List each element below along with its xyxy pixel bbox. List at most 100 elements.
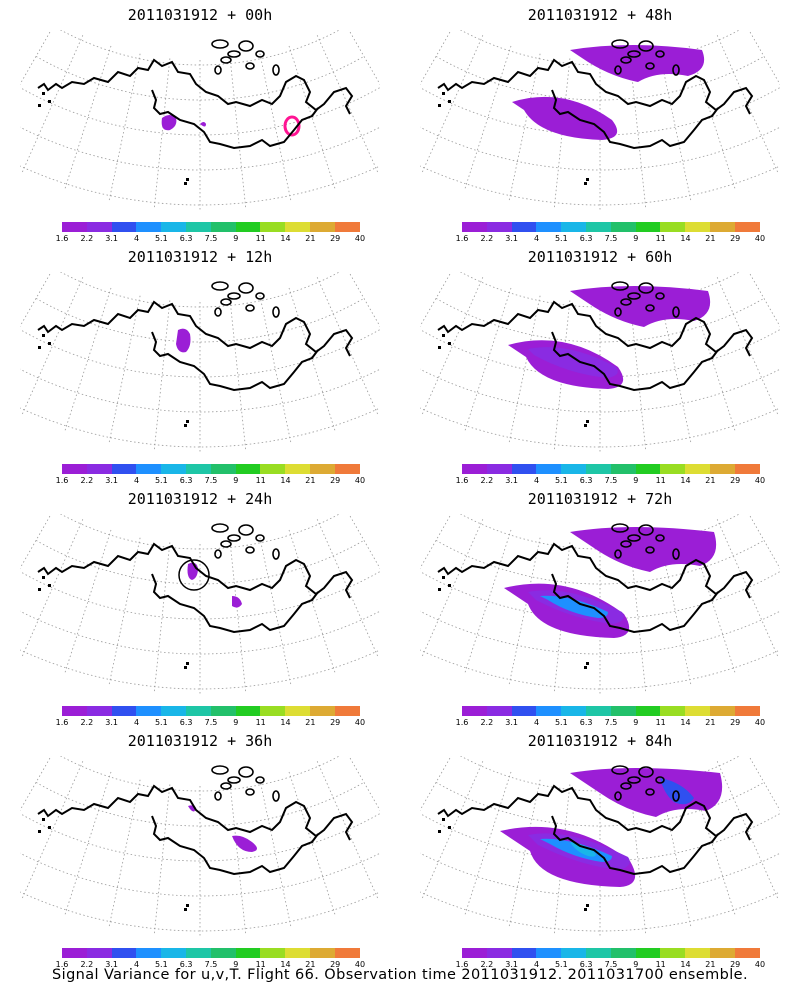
colorbar-swatch: [285, 706, 310, 716]
island: [645, 788, 655, 796]
colorbar-tick-label: 1.6: [455, 960, 469, 969]
small-island: [442, 576, 445, 579]
meridian-line: [316, 519, 379, 657]
meridian-line: [629, 300, 647, 450]
meridian-line: [716, 519, 779, 657]
colorbar-swatch: [260, 464, 286, 474]
colorbar-tick-label: 3.1: [105, 234, 119, 243]
colorbar-swatch: [536, 464, 562, 474]
meridian-line: [743, 505, 800, 605]
small-island: [186, 420, 189, 423]
colorbar: [462, 948, 760, 958]
colorbar-swatch: [511, 706, 537, 716]
colorbar-swatch: [660, 222, 686, 232]
island: [245, 304, 255, 312]
meridian-line: [553, 58, 571, 208]
island: [245, 788, 255, 796]
meridian-line: [21, 519, 84, 657]
colorbar-swatch: [260, 948, 286, 958]
meridian-line: [343, 747, 419, 879]
island: [672, 548, 680, 560]
colorbar-labels: 1.6 2.2 3.1 4 5.1 6.3 7.5 9 11 14 21 29 40: [56, 718, 365, 728]
map-plot: [0, 505, 419, 694]
latitude-line: [0, 873, 417, 932]
island: [645, 62, 655, 70]
variance-area: [161, 115, 177, 131]
colorbar-swatch: [62, 464, 87, 474]
map-plot: [381, 505, 800, 694]
colorbar-labels: 1.6 2.2 3.1 4 5.1 6.3 7.5 9 11 14 21 29 40: [456, 476, 765, 486]
panel-title: 2011031912 + 84h: [527, 732, 673, 750]
meridian-line: [381, 263, 457, 395]
panel-title: 2011031912 + 36h: [127, 732, 273, 750]
small-island: [586, 662, 589, 665]
colorbar-swatch: [709, 706, 735, 716]
colorbar-swatch: [585, 222, 611, 232]
island: [611, 39, 629, 49]
arctic-islands: [611, 765, 680, 802]
colorbar-swatch: [610, 948, 636, 958]
small-island: [438, 588, 441, 591]
colorbar-swatch: [610, 464, 636, 474]
colorbar-tick-label: 4: [533, 234, 540, 243]
colorbar-tick-label: 29: [330, 960, 341, 969]
meridian-line: [108, 537, 141, 685]
colorbar-swatch: [285, 222, 310, 232]
colorbar-tick-label: 7.5: [204, 960, 218, 969]
colorbar-swatch: [610, 706, 636, 716]
island: [211, 39, 229, 49]
colorbar-tick-label: 6.3: [179, 476, 193, 485]
colorbar-labels: 1.6 2.2 3.1 4 5.1 6.3 7.5 9 11 14 21 29 40: [56, 234, 365, 244]
colorbar: [462, 464, 760, 474]
coastline: [437, 542, 754, 599]
colorbar-tick-label: 14: [680, 476, 691, 485]
colorbar-tick-label: 11: [255, 718, 266, 727]
coastline: [37, 542, 354, 599]
meridian-line: [343, 505, 419, 637]
colorbar-tick-label: 2.2: [480, 476, 494, 485]
colorbar-tick-label: 6.3: [179, 234, 193, 243]
colorbar-tick-label: 6.3: [179, 718, 193, 727]
colorbar-swatch: [734, 464, 760, 474]
map-plot: [381, 21, 800, 210]
colorbar-swatch: [561, 464, 586, 474]
graticule: [0, 263, 419, 452]
small-island: [184, 908, 187, 911]
meridian-line: [64, 45, 112, 189]
colorbar-swatch: [285, 464, 310, 474]
colorbar-swatch: [635, 948, 661, 958]
latitude-line: [418, 328, 782, 378]
small-island: [38, 830, 41, 833]
colorbar-tick-label: 3.1: [505, 476, 519, 485]
meridian-line: [381, 21, 457, 153]
island: [272, 548, 280, 560]
meridian-line: [288, 771, 336, 915]
colorbar-swatch: [111, 464, 137, 474]
colorbar-swatch: [561, 948, 586, 958]
meridian-line: [259, 53, 292, 201]
forecast-panel-60h: 2011031912 + 60h 1.6 2.2 3.1 4 5.1 6.3 7.5 9 11 14…: [381, 242, 800, 487]
island: [227, 534, 241, 542]
colorbar-tick-label: 3.1: [505, 234, 519, 243]
colorbar-swatch: [111, 706, 137, 716]
colorbar-tick-label: 4: [133, 718, 140, 727]
colorbar-swatch: [210, 706, 236, 716]
graticule: [381, 21, 800, 210]
colorbar-swatch: [86, 706, 112, 716]
colorbar-swatch: [111, 948, 137, 958]
colorbar-tick-label: 14: [680, 718, 691, 727]
meridian-line: [0, 747, 57, 847]
island: [614, 549, 622, 559]
map-container: [381, 263, 800, 471]
colorbar-tick-label: 4: [533, 718, 540, 727]
island: [227, 776, 241, 784]
colorbar-tick-label: 1.6: [55, 960, 69, 969]
island: [220, 56, 232, 64]
meridian-line: [64, 771, 112, 915]
meridian-line: [153, 784, 171, 934]
island: [245, 546, 255, 554]
colorbar-swatch: [462, 948, 487, 958]
colorbar-swatch: [685, 222, 710, 232]
map-plot: [0, 21, 419, 210]
meridian-line: [316, 277, 379, 415]
